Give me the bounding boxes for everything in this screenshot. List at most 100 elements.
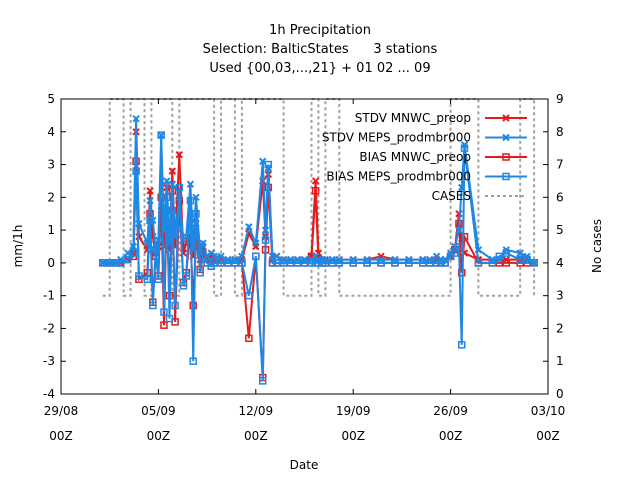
x-tick-label-time: 00Z [341,429,365,443]
series-bias-meps-prodmbr000 [98,131,538,385]
data-point [245,291,253,300]
data-point [311,177,320,185]
data-point [245,223,253,231]
data-point [175,183,184,192]
data-point [135,272,143,280]
y-tick-label: 4 [47,125,55,139]
y2-tick-label: 8 [556,125,564,139]
data-point [349,259,357,267]
title-line-3: Used {00,03,...,21} + 01 02 ... 09 [209,61,430,76]
data-point [112,259,121,267]
y-tick-label: 1 [47,223,55,237]
data-point [143,275,152,284]
legend-marker [502,172,510,181]
y2-tick-label: 5 [556,223,564,237]
data-point [307,259,316,267]
data-point [168,180,177,188]
data-point [132,167,140,175]
data-point [160,308,168,316]
data-point [419,259,427,267]
y-tick-label: -4 [43,387,55,401]
x-tick-label-time: 00Z [49,429,73,443]
data-point [162,193,171,202]
data-point [516,249,524,257]
data-point [231,259,239,267]
chart-title: 1h Precipitation Selection: BalticStates… [203,23,438,76]
data-point [149,301,157,310]
data-point [279,259,288,267]
data-point [98,259,107,267]
data-point [210,259,218,267]
data-point [182,272,190,280]
data-point [377,259,385,267]
data-point [488,259,497,267]
legend-label: CASES [432,189,471,203]
data-point [441,259,449,267]
legend-label: BIAS MEPS_prodmbr000 [326,170,471,184]
data-point [186,196,195,205]
data-point [117,259,125,267]
data-point [175,151,183,159]
data-point [460,144,469,152]
data-point [457,341,466,349]
data-point [157,131,165,139]
legend-label: BIAS MNWC_preop [359,150,471,164]
data-point [502,259,511,267]
data-point [146,216,154,225]
data-point [179,282,188,290]
y2-tick-label: 4 [556,256,564,270]
data-point [293,259,302,267]
x-tick-label: 03/10 [531,404,566,418]
data-point [502,249,511,257]
x-tick-label: 19/09 [336,404,371,418]
y-tick-label: -2 [43,321,55,335]
data-point [186,180,195,188]
plot-frame [60,98,549,395]
y2-tick-label: 9 [556,92,564,106]
title-line-1: 1h Precipitation [269,23,371,38]
data-point [146,196,154,205]
data-point [252,252,260,261]
data-point [300,259,309,267]
data-point [160,321,168,329]
data-point [272,252,281,261]
x-tick-label-time: 00Z [536,429,560,443]
data-point [474,259,483,267]
data-point [425,259,434,267]
data-point [516,255,524,264]
y-tick-label: 0 [47,256,55,270]
legend-label: STDV MEPS_prodmbr000 [322,131,471,145]
x-tick-label: 26/09 [433,404,468,418]
y-tick-label: 5 [47,92,55,106]
legend: STDV MNWC_preop STDV MEPS_prodmbr000 BIAS … [322,111,527,203]
y2-tick-label: 3 [556,289,564,303]
data-point [245,334,253,343]
data-point [455,226,463,234]
data-point [432,259,441,267]
y-tick-label: -3 [43,354,55,368]
data-point [168,167,177,175]
y-tick-label: 2 [47,190,55,204]
data-point [163,177,171,185]
data-point [286,259,295,267]
x-tick-label: 05/09 [141,404,176,418]
y2-axis-label: No cases [590,219,604,273]
x-tick-label: 29/08 [44,404,79,418]
data-point [151,246,160,254]
data-point [523,255,531,264]
data-point [252,239,260,247]
x-tick-label-time: 00Z [147,429,171,443]
data-point [171,301,179,310]
data-point [146,187,154,195]
data-point [321,259,330,267]
y-tick-label: 3 [47,158,55,172]
data-point [261,236,270,244]
data-point [451,249,459,257]
legend-marker [502,133,510,142]
data-point [189,357,197,365]
data-point [168,206,177,215]
data-point [199,239,207,247]
data-point [328,259,337,267]
data-point [165,314,174,323]
